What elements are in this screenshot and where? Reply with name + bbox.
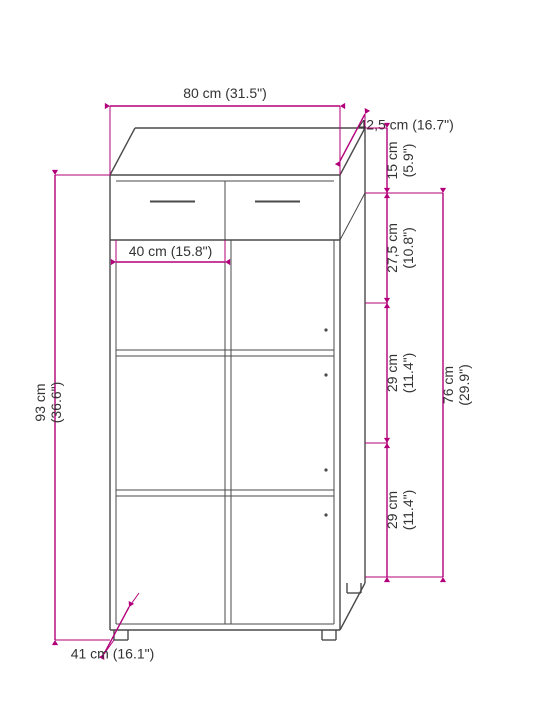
svg-text:(11.4"): (11.4"): [400, 353, 416, 394]
dim-width-top: 80 cm (31.5"): [183, 85, 267, 101]
dim-depth-top: 42,5 cm (16.7"): [359, 117, 454, 133]
svg-text:(5.9"): (5.9"): [400, 144, 416, 178]
svg-text:29 cm: 29 cm: [384, 491, 400, 529]
svg-text:(29.9"): (29.9"): [456, 364, 472, 406]
dim-base-depth: 41 cm (16.1"): [71, 646, 155, 662]
svg-text:93 cm: 93 cm: [32, 383, 48, 421]
svg-text:27,5 cm: 27,5 cm: [384, 223, 400, 273]
svg-text:(36.6"): (36.6"): [48, 382, 64, 424]
svg-text:15 cm: 15 cm: [384, 141, 400, 179]
dim-shelf-w: 40 cm (15.8"): [129, 243, 213, 259]
svg-text:29 cm: 29 cm: [384, 354, 400, 392]
svg-text:(11.4"): (11.4"): [400, 490, 416, 531]
svg-text:(10.8"): (10.8"): [400, 227, 416, 269]
svg-text:76 cm: 76 cm: [440, 366, 456, 404]
